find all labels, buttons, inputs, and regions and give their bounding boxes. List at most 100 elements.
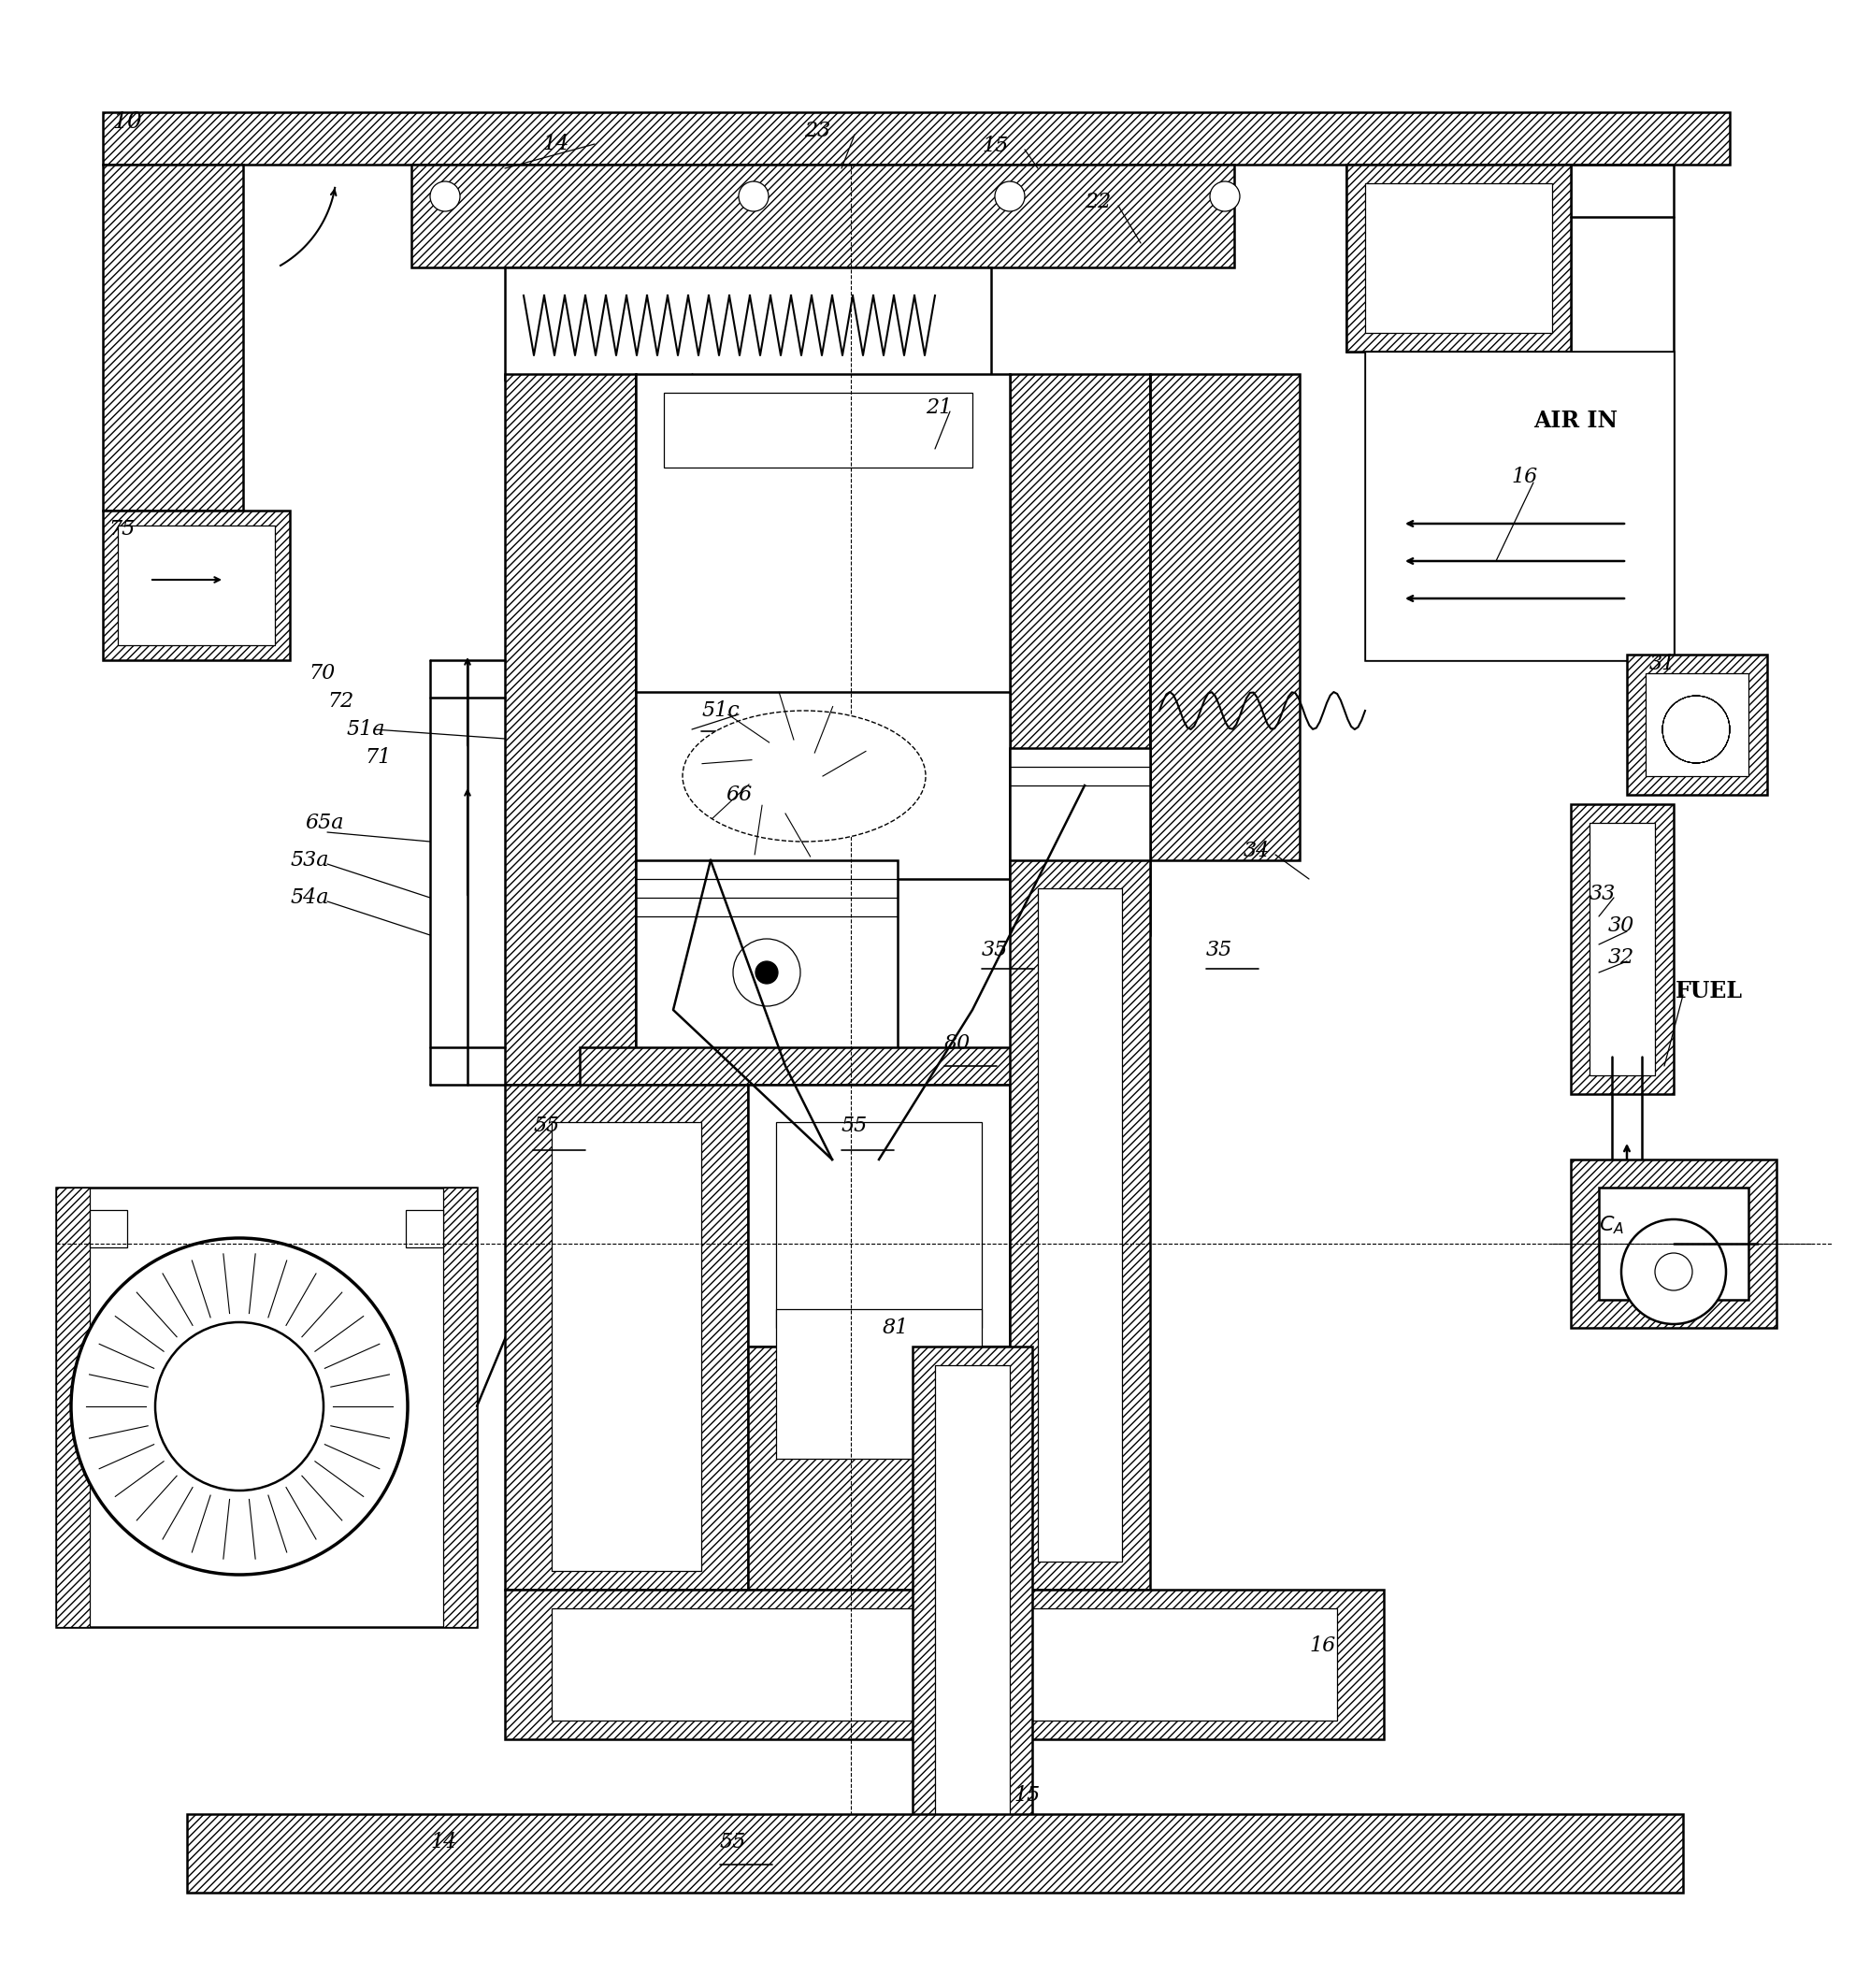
Bar: [1010, 374, 1150, 861]
Bar: [187, 1815, 1683, 1893]
Bar: [1365, 352, 1674, 660]
Bar: [580, 1048, 1066, 1252]
Bar: [1571, 805, 1674, 1093]
Bar: [505, 1085, 748, 1590]
Bar: [103, 511, 290, 660]
Bar: [443, 1187, 477, 1626]
Text: 53a: 53a: [290, 851, 329, 871]
Text: 75: 75: [108, 519, 135, 539]
Text: 70: 70: [309, 662, 335, 684]
Text: 21: 21: [926, 398, 952, 417]
Bar: [1365, 352, 1674, 660]
Bar: [913, 1346, 1032, 1871]
Bar: [1627, 654, 1767, 795]
Bar: [1010, 747, 1150, 934]
Bar: [56, 1187, 90, 1626]
Bar: [411, 165, 1234, 268]
Bar: [1010, 374, 1150, 861]
Bar: [103, 111, 1730, 165]
Bar: [90, 1211, 127, 1246]
Bar: [505, 374, 636, 1085]
Bar: [1010, 861, 1150, 1590]
Text: 80: 80: [944, 1034, 971, 1054]
Bar: [1590, 823, 1655, 1076]
Bar: [664, 394, 972, 467]
Text: 15: 15: [1014, 1785, 1040, 1805]
Text: 15: 15: [982, 135, 1008, 157]
Bar: [1571, 805, 1674, 1093]
Circle shape: [733, 938, 800, 1006]
Bar: [935, 1366, 1010, 1867]
Circle shape: [823, 1131, 879, 1187]
Bar: [1346, 165, 1571, 352]
Bar: [443, 1187, 477, 1626]
Ellipse shape: [683, 710, 926, 841]
Circle shape: [1655, 1252, 1692, 1290]
Text: 16: 16: [1309, 1636, 1335, 1656]
Bar: [1038, 889, 1122, 1563]
Circle shape: [739, 181, 769, 211]
Bar: [103, 111, 1730, 165]
Bar: [636, 692, 1010, 879]
Text: 35: 35: [982, 940, 1008, 960]
Bar: [913, 1346, 1032, 1871]
Bar: [636, 374, 1010, 861]
Bar: [1571, 1159, 1776, 1328]
Text: 32: 32: [1608, 946, 1634, 968]
Bar: [1010, 861, 1150, 1590]
Bar: [103, 165, 243, 511]
Bar: [748, 1085, 1010, 1346]
Bar: [1646, 674, 1748, 775]
Bar: [1627, 654, 1767, 795]
Circle shape: [71, 1239, 408, 1574]
Bar: [552, 1121, 701, 1571]
Text: $C_A$: $C_A$: [1599, 1215, 1625, 1237]
Bar: [748, 1346, 1010, 1590]
Bar: [187, 1815, 1683, 1893]
Bar: [636, 1085, 1010, 1225]
Bar: [56, 1187, 90, 1626]
Bar: [636, 861, 898, 1085]
Bar: [505, 374, 636, 1085]
Bar: [776, 1121, 982, 1328]
Text: 51a: 51a: [346, 720, 385, 740]
Bar: [505, 1085, 748, 1590]
Text: 30: 30: [1608, 914, 1634, 936]
Text: 10: 10: [112, 111, 142, 133]
Text: 54a: 54a: [290, 887, 329, 909]
Text: 81: 81: [883, 1318, 909, 1338]
Text: 72: 72: [327, 692, 353, 712]
Text: 66: 66: [726, 785, 752, 805]
Bar: [56, 1187, 477, 1626]
Text: 65a: 65a: [305, 813, 344, 833]
Text: 35: 35: [1206, 940, 1232, 960]
Bar: [748, 1346, 1010, 1590]
Text: AIR IN: AIR IN: [1533, 410, 1618, 431]
Text: 14: 14: [430, 1831, 456, 1853]
Circle shape: [776, 1085, 926, 1235]
Circle shape: [995, 181, 1025, 211]
Text: 22: 22: [1085, 191, 1111, 213]
Bar: [1150, 374, 1300, 861]
Text: 71: 71: [365, 747, 391, 767]
Text: 31: 31: [1649, 654, 1676, 674]
Bar: [1346, 165, 1571, 352]
Text: FUEL: FUEL: [1676, 980, 1743, 1002]
Bar: [103, 165, 243, 511]
Bar: [1571, 1159, 1776, 1328]
Text: 55: 55: [533, 1115, 559, 1135]
Text: 55: 55: [720, 1831, 746, 1853]
Bar: [1599, 1187, 1748, 1300]
Bar: [552, 1608, 1337, 1720]
Text: 23: 23: [804, 121, 830, 141]
Circle shape: [430, 181, 460, 211]
Bar: [411, 165, 1234, 268]
Circle shape: [1210, 181, 1240, 211]
Circle shape: [1621, 1219, 1726, 1324]
Text: 33: 33: [1590, 883, 1616, 905]
Circle shape: [155, 1322, 324, 1491]
Bar: [776, 1310, 982, 1459]
Text: 16: 16: [1511, 467, 1537, 487]
Bar: [505, 1590, 1384, 1740]
Bar: [1346, 165, 1571, 352]
